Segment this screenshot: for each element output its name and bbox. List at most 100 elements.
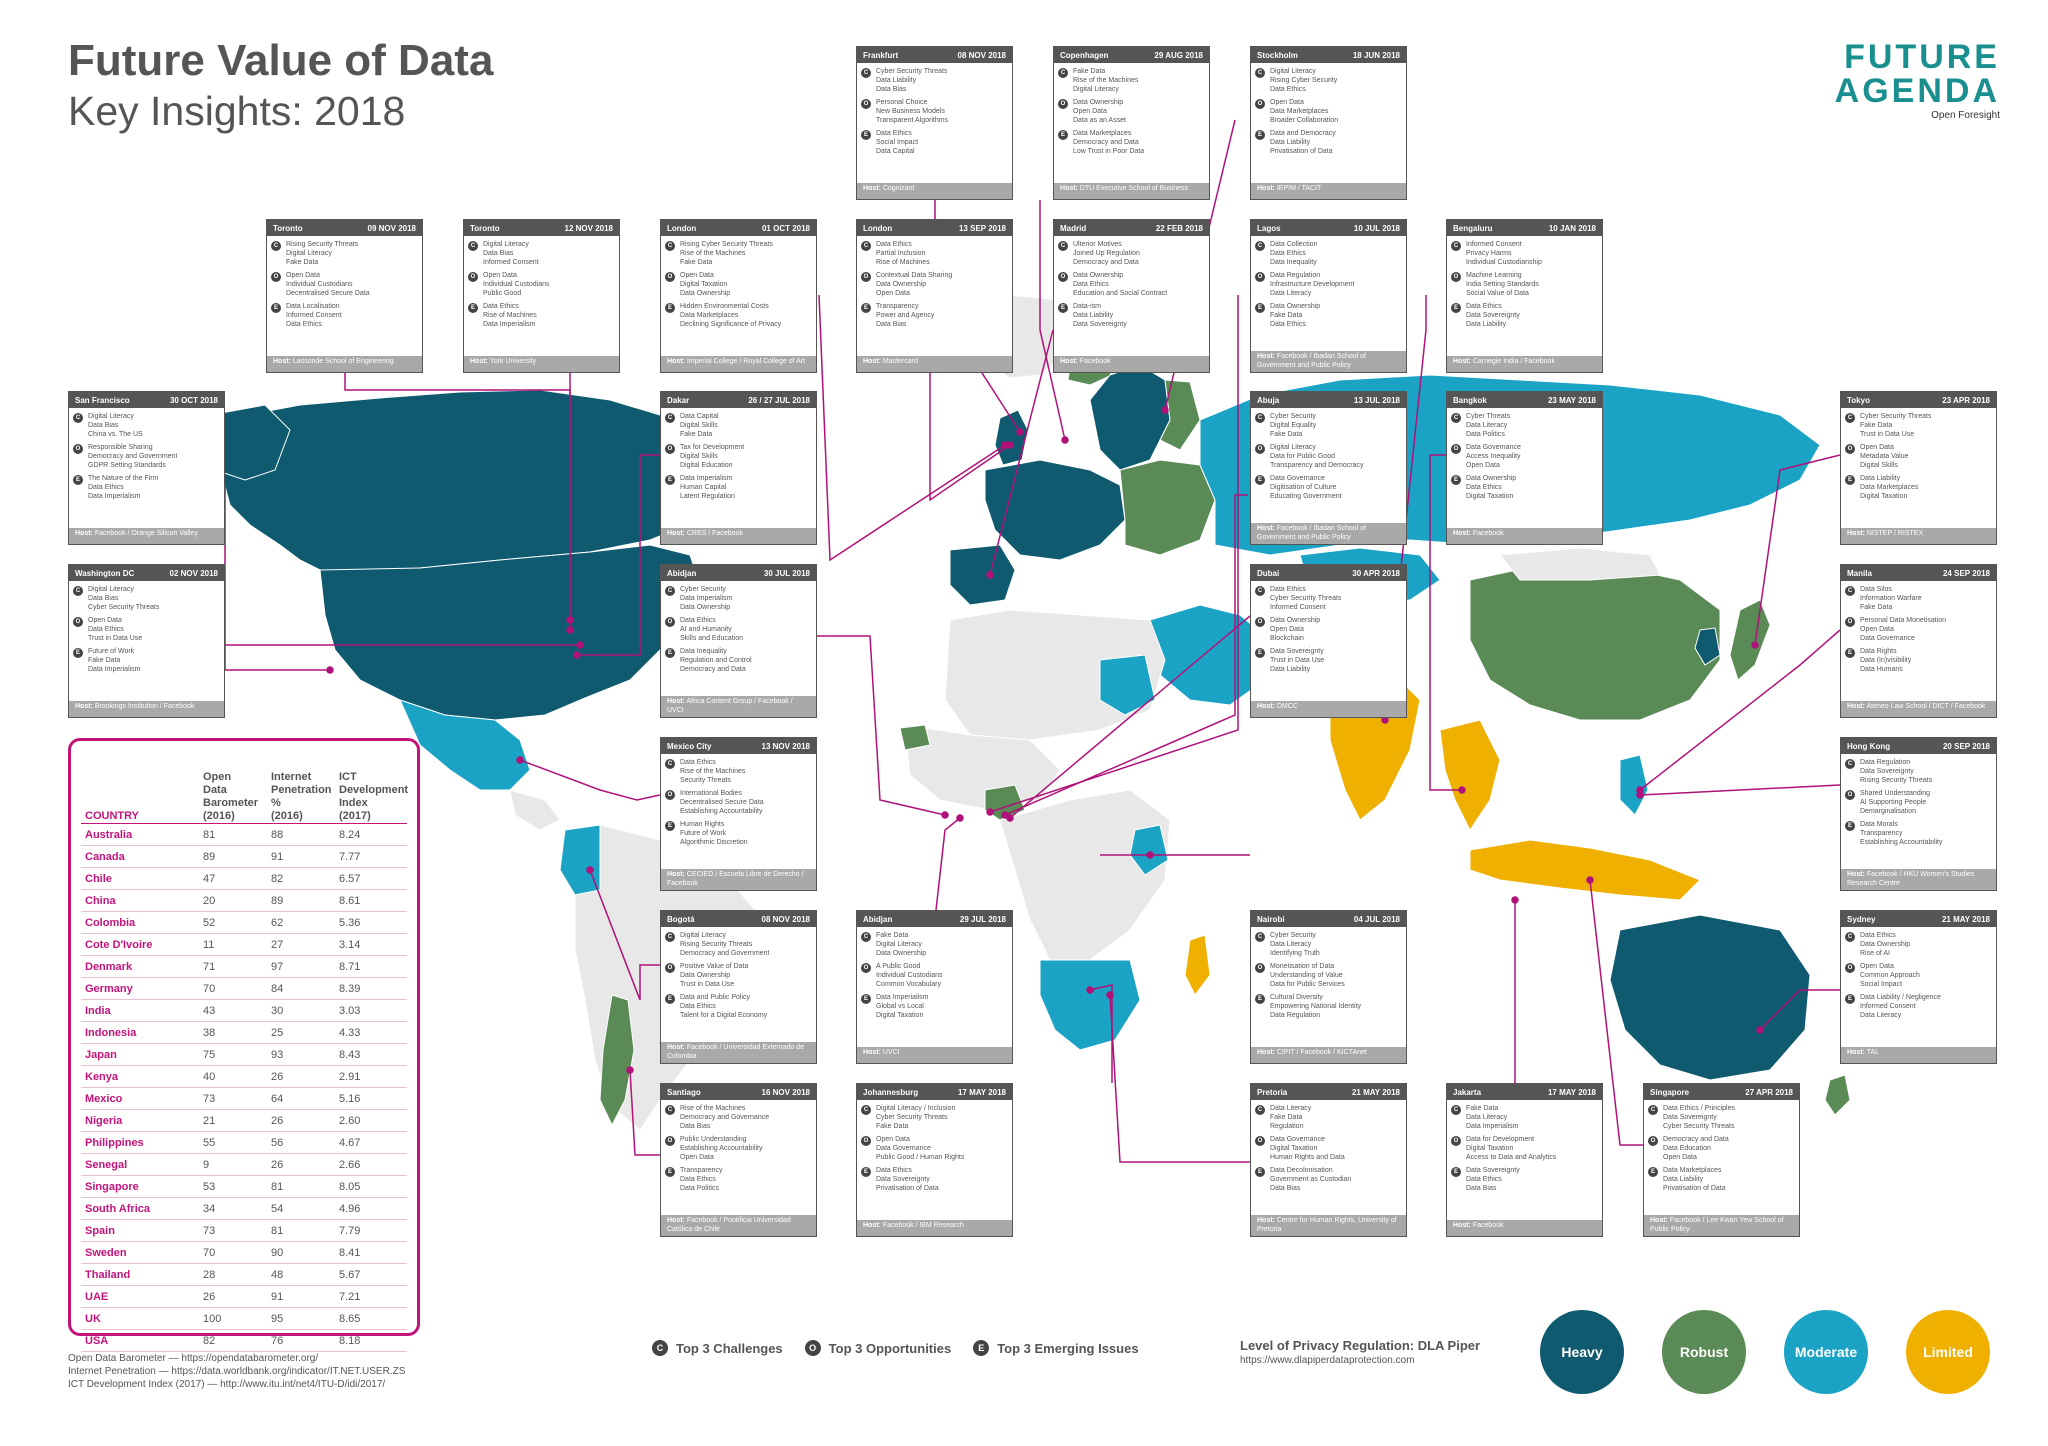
event-card-nairobi[interactable]: Nairobi 04 JUL 2018 C Cyber Security Data Li… [1250,910,1407,1064]
card-item: Public Good / Human Rights [876,1154,965,1161]
emerging-issue-icon: E [665,648,675,658]
challenge-icon: C [73,586,83,596]
card-item: Data Governance [1466,444,1521,451]
card-challenge-items: Data Capital Digital Skills Fake Data [680,412,719,439]
card-opportunity-group: O Data Regulation Infrastructure Developme… [1255,271,1402,298]
event-card-dakar[interactable]: Dakar 26 / 27 JUL 2018 C Data Capital Digita… [660,391,817,545]
card-host-label: Host: [1060,358,1078,365]
card-item: Data Ethics [876,1167,912,1174]
card-item: Digital Taxation [876,1012,924,1019]
card-item: Data Ethics [1270,86,1306,93]
event-card-pretoria[interactable]: Pretoria 21 MAY 2018 C Data Literacy Fake Da… [1250,1083,1407,1237]
internet-penetration-value: 93 [271,1048,284,1061]
card-emerging-issue-items: Data Imperialism Human Capital Latent Regu… [680,474,735,501]
privacy-legend-url[interactable]: https://www.dlapiperdataprotection.com [1240,1355,1415,1366]
card-host: Host: IEPIM / TACIT [1251,183,1406,199]
card-challenge-group: C Digital Literacy Data Bias Informed Conse… [468,240,615,267]
card-body: C Informed Consent Privacy Harms Individual… [1447,236,1602,329]
card-item: Data Liability [1860,475,1901,482]
card-city: Lagos [1257,223,1281,233]
card-item: Common Vocabulary [876,981,941,988]
card-challenge-group: C Data Ethics Data Ownership Rise of AI [1845,931,1992,958]
event-card-hong-kong[interactable]: Hong Kong 20 SEP 2018 C Data Regulation Data… [1840,737,1997,891]
event-card-bangkok[interactable]: Bangkok 23 MAY 2018 C Cyber Threats Data Lit… [1446,391,1603,545]
event-card-abidjan-jul-29[interactable]: Abidjan 29 JUL 2018 C Fake Data Digital Lite… [856,910,1013,1064]
open-data-barometer-value: 71 [203,960,216,973]
internet-penetration-value: 48 [271,1268,284,1281]
event-card-bengaluru[interactable]: Bengaluru 10 JAN 2018 C Informed Consent Pri… [1446,219,1603,373]
event-card-frankfurt[interactable]: Frankfurt 08 NOV 2018 C Cyber Security Thre… [856,46,1013,200]
card-emerging-issue-group: E Data Imperialism Human Capital Latent Reg… [665,474,812,501]
event-card-washington-dc[interactable]: Washington DC 02 NOV 2018 C Digital Literac… [68,564,225,718]
land-eastern-europe [1119,459,1216,556]
connector-london-sep-13 [929,373,1011,502]
event-card-london-sep-13[interactable]: London 13 SEP 2018 C Data Ethics Partial Inc… [856,219,1013,373]
card-item: Informed Consent [483,259,539,266]
event-card-copenhagen[interactable]: Copenhagen 29 AUG 2018 C Fake Data Rise of t… [1053,46,1210,200]
opportunity-icon: O [1648,1136,1658,1146]
header-internet-penetration: Internet Penetration % (2016) [271,771,332,822]
card-emerging-issue-items: Data Liability Data Marketplaces Digital T… [1860,474,1918,501]
card-city: Madrid [1060,223,1087,233]
card-item: Data Politics [1466,431,1505,438]
country-name: Cote D'Ivoire [85,938,153,951]
card-item: Data Sovereignty [876,1176,930,1183]
internet-penetration-value: 56 [271,1136,284,1149]
event-card-singapore[interactable]: Singapore 27 APR 2018 C Data Ethics / Princ… [1643,1083,1800,1237]
card-emerging-issue-items: Data Ethics Data Sovereignty Data Liabilit… [1466,302,1520,329]
event-card-mexico-city[interactable]: Mexico City 13 NOV 2018 C Data Ethics Rise o… [660,737,817,891]
opportunity-icon: O [1058,99,1068,109]
challenge-icon: C [861,241,871,251]
card-host-name: Carnegie India / Facebook [1472,358,1555,365]
opportunity-icon: O [271,272,281,282]
event-card-johannesburg[interactable]: Johannesburg 17 MAY 2018 C Digital Literacy… [856,1083,1013,1237]
event-card-abuja[interactable]: Abuja 13 JUL 2018 C Cyber Security Digital E… [1250,391,1407,545]
event-card-toronto-nov-12[interactable]: Toronto 12 NOV 2018 C Digital Literacy Data … [463,219,620,373]
card-opportunity-items: Open Data Individual Custodians Decentrali… [286,271,370,298]
card-host: Host: DMCC [1251,701,1406,717]
event-card-abidjan-jul-30[interactable]: Abidjan 30 JUL 2018 C Cyber Security Data Im… [660,564,817,718]
card-item: Open Data [876,1136,910,1143]
challenge-icon: C [1451,413,1461,423]
card-emerging-issue-group: E Future of Work Fake Data Data Imperialism [73,647,220,674]
future-agenda-logo[interactable]: FUTURE AGENDA Open Foresight [1820,40,2000,121]
challenge-icon: C [861,1105,871,1115]
card-item: Informed Consent [1270,604,1326,611]
event-card-toronto-nov-09[interactable]: Toronto 09 NOV 2018 C Rising Security Threa… [266,219,423,373]
card-item: Data and Public Policy [680,994,751,1001]
connector-dot-toronto-nov-12 [566,616,574,624]
card-host-label: Host: [863,185,881,192]
card-challenge-group: C Rise of the Machines Democracy and Gover… [665,1104,812,1131]
event-card-london-oct-01[interactable]: London 01 OCT 2018 C Rising Cyber Security … [660,219,817,373]
event-card-tokyo[interactable]: Tokyo 23 APR 2018 C Cyber Security Threats F… [1840,391,1997,545]
card-emerging-issue-items: Data Ethics Data Sovereignty Privatisation… [876,1166,939,1193]
land-southern-africa [1039,959,1141,1051]
event-card-lagos[interactable]: Lagos 10 JUL 2018 C Data Collection Data Eth… [1250,219,1407,373]
card-item: Open Data [1860,626,1894,633]
emerging-issue-icon: E [1451,1167,1461,1177]
event-card-san-francisco[interactable]: San Francisco 30 OCT 2018 C Digital Literac… [68,391,225,545]
card-item: Fake Data [1270,431,1303,438]
emerging-issue-icon: E [1845,475,1855,485]
card-host-label: Host: [1257,353,1275,360]
card-item: AI and Humanity [680,626,732,633]
event-card-santiago[interactable]: Santiago 16 NOV 2018 C Rise of the Machines… [660,1083,817,1237]
card-item: Transparency [1860,830,1903,837]
connector-manila [1639,629,1841,791]
event-card-manila[interactable]: Manila 24 SEP 2018 C Data Silos Information … [1840,564,1997,718]
card-item: Data Bias [680,1123,711,1130]
card-challenge-group: C Cyber Security Threats Fake Data Trust in… [1845,412,1992,439]
card-emerging-issue-group: E Data Ethics Rise of Machines Data Imperia… [468,302,615,329]
event-card-madrid[interactable]: Madrid 22 FEB 2018 C Ulterior Motives Joined… [1053,219,1210,373]
event-card-jakarta[interactable]: Jakarta 17 MAY 2018 C Fake Data Data Literac… [1446,1083,1603,1237]
internet-penetration-value: 90 [271,1246,284,1259]
card-challenge-items: Ulterior Motives Joined Up Regulation Demo… [1073,240,1140,267]
event-card-sydney[interactable]: Sydney 21 MAY 2018 C Data Ethics Data Owners… [1840,910,1997,1064]
event-card-bogota[interactable]: Bogotá 08 NOV 2018 C Digital Literacy Rising… [660,910,817,1064]
event-card-stockholm[interactable]: Stockholm 18 JUN 2018 C Digital Literacy Ris… [1250,46,1407,200]
challenge-icon: C [1451,241,1461,251]
card-host: Host: NISTEP / RISTEX [1841,528,1996,544]
card-city: Sydney [1847,914,1876,924]
card-item: Information Warfare [1860,595,1922,602]
event-card-dubai[interactable]: Dubai 30 APR 2018 C Data Ethics Cyber Securi… [1250,564,1407,718]
